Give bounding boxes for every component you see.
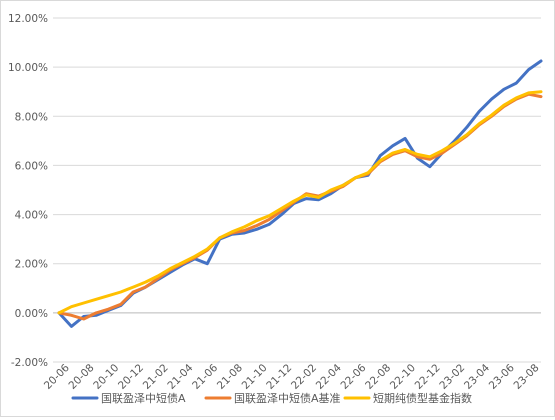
x-tick-label: 21-06: [190, 362, 220, 392]
x-tick-label: 21-04: [165, 362, 195, 392]
x-tick-label: 21-12: [264, 362, 294, 392]
x-tick-label: 22-12: [413, 362, 443, 392]
gridlines: [53, 17, 541, 363]
y-tick-label: 12.00%: [8, 13, 48, 25]
series-lines: [57, 59, 543, 328]
x-tick-label: 23-04: [462, 362, 492, 392]
y-tick-label: 10.00%: [8, 62, 48, 74]
series-line-1: [57, 92, 543, 321]
y-tick-label: 2.00%: [15, 259, 48, 271]
legend: 国联盈泽中短债A 国联盈泽中短债A基准 短期纯债型基金指数: [71, 391, 472, 405]
x-tick-label: 20-10: [91, 362, 121, 392]
legend-label-1: 国联盈泽中短债A基准: [234, 391, 341, 405]
y-tick-label: 6.00%: [15, 160, 48, 172]
axes: -2.00% 0.00% 2.00% 4.00% 6.00% 8.00% 10.00% 12.…: [8, 13, 542, 392]
x-tick-label: 22-10: [388, 362, 418, 392]
series-line-2: [57, 90, 543, 315]
x-tick-label: 20-12: [116, 362, 146, 392]
x-tick-label: 23-06: [487, 362, 517, 392]
x-tick-label: 22-06: [338, 362, 368, 392]
x-tick-label: 22-02: [289, 362, 319, 392]
x-tick-label: 22-08: [363, 362, 393, 392]
legend-label-2: 短期纯债型基金指数: [373, 391, 472, 405]
x-tick-label: 21-02: [141, 362, 171, 392]
x-tick-label: 20-08: [67, 362, 97, 392]
x-tick-label: 22-04: [314, 362, 344, 392]
x-tick-label: 23-02: [437, 362, 467, 392]
y-tick-label: 4.00%: [15, 210, 48, 222]
x-tick-label: 23-08: [511, 362, 541, 392]
y-tick-label: -2.00%: [11, 357, 48, 369]
x-tick-label: 21-10: [240, 362, 270, 392]
y-tick-label: 8.00%: [15, 111, 48, 123]
x-tick-label: 21-08: [215, 362, 245, 392]
legend-label-0: 国联盈泽中短债A: [101, 391, 186, 405]
y-tick-label: 0.00%: [15, 308, 48, 320]
